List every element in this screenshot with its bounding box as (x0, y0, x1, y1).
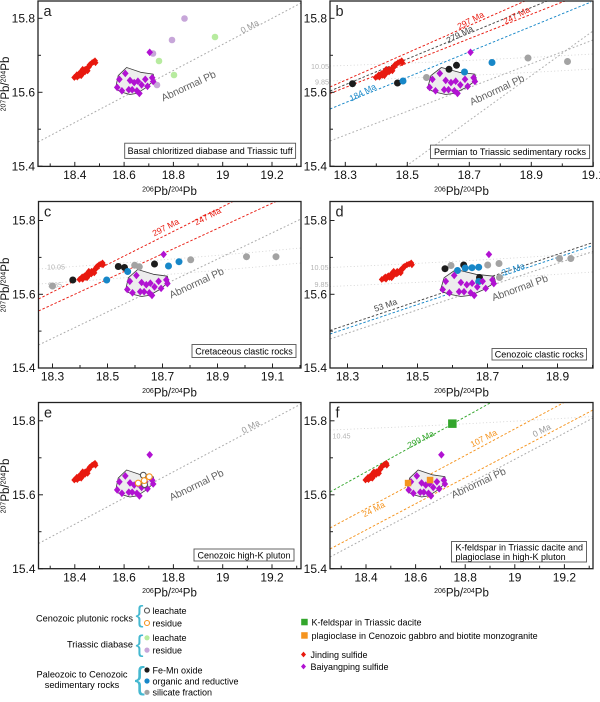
svg-text:15.8: 15.8 (304, 12, 328, 26)
svg-text:K-feldspar in Triassic dacite: K-feldspar in Triassic dacite (312, 618, 422, 628)
svg-text:18.3: 18.3 (336, 370, 360, 384)
svg-text:plagioclase in Cenozoic gabbro: plagioclase in Cenozoic gabbro and bioti… (312, 631, 538, 641)
svg-text:19: 19 (216, 570, 230, 584)
svg-text:18.6: 18.6 (112, 168, 136, 182)
svg-text:18.9: 18.9 (520, 168, 544, 182)
svg-text:18.3: 18.3 (41, 370, 65, 384)
svg-text:18.4: 18.4 (354, 570, 378, 584)
svg-text:15.4: 15.4 (304, 562, 328, 576)
svg-text:207Pb/204Pb: 207Pb/204Pb (0, 258, 12, 313)
svg-text:Cenozoic plutonic rocks: Cenozoic plutonic rocks (36, 613, 133, 623)
svg-text:206Pb/204Pb: 206Pb/204Pb (434, 587, 489, 599)
svg-text:e: e (44, 406, 52, 422)
svg-text:15.4: 15.4 (304, 361, 328, 375)
svg-text:15.6: 15.6 (12, 288, 36, 302)
svg-text:Cenozoic high-K pluton: Cenozoic high-K pluton (197, 550, 290, 560)
svg-text:Permian to Triassic sedimentar: Permian to Triassic sedimentary rocks (434, 147, 587, 157)
svg-text:15.8: 15.8 (12, 414, 36, 428)
svg-text:10.05: 10.05 (311, 263, 329, 272)
svg-text:15.8: 15.8 (12, 12, 36, 26)
svg-text:leachate: leachate (153, 633, 187, 643)
svg-text:plagioclase in high-K pluton: plagioclase in high-K pluton (456, 552, 566, 562)
svg-text:18.4: 18.4 (63, 168, 87, 182)
svg-text:15.8: 15.8 (304, 214, 328, 228)
svg-text:15.4: 15.4 (12, 562, 36, 576)
svg-text:organic and reductive: organic and reductive (153, 677, 239, 687)
svg-text:18.4: 18.4 (63, 570, 87, 584)
svg-text:15.6: 15.6 (304, 86, 328, 100)
svg-text:a: a (44, 4, 53, 20)
svg-text:Paleozoic to Cenozoic: Paleozoic to Cenozoic (37, 669, 128, 679)
svg-text:9.85: 9.85 (315, 77, 329, 86)
svg-text:206Pb/204Pb: 206Pb/204Pb (142, 587, 197, 599)
svg-text:206Pb/204Pb: 206Pb/204Pb (434, 388, 489, 400)
svg-text:206Pb/204Pb: 206Pb/204Pb (142, 388, 197, 400)
svg-text:{: { (136, 631, 144, 658)
svg-text:10.05: 10.05 (311, 62, 329, 71)
svg-text:15.4: 15.4 (12, 159, 36, 173)
svg-text:Cenozoic clastic rocks: Cenozoic clastic rocks (495, 350, 585, 360)
svg-text:Jinding sulfide: Jinding sulfide (311, 650, 368, 660)
svg-text:leachate: leachate (153, 606, 187, 616)
svg-text:residue: residue (153, 618, 183, 628)
svg-text:207Pb/204Pb: 207Pb/204Pb (0, 57, 12, 112)
svg-text:9.85: 9.85 (315, 280, 329, 289)
svg-text:18.8: 18.8 (162, 570, 186, 584)
svg-text:15.6: 15.6 (304, 488, 328, 502)
svg-text:{: { (136, 602, 144, 629)
svg-text:Fe-Mn oxide: Fe-Mn oxide (153, 666, 203, 676)
svg-text:18.7: 18.7 (151, 370, 175, 384)
svg-text:{: { (135, 660, 146, 696)
svg-text:18.7: 18.7 (458, 168, 482, 182)
svg-text:18.9: 18.9 (546, 370, 570, 384)
svg-text:Basal chloritized diabase and: Basal chloritized diabase and Triassic t… (128, 146, 293, 156)
svg-text:c: c (44, 205, 51, 221)
svg-text:Triassic diabase: Triassic diabase (67, 639, 133, 649)
svg-text:19.1: 19.1 (582, 168, 600, 182)
svg-text:18.3: 18.3 (334, 168, 358, 182)
svg-text:d: d (336, 205, 344, 221)
svg-text:18.8: 18.8 (162, 168, 186, 182)
svg-text:19.2: 19.2 (553, 570, 577, 584)
svg-text:18.6: 18.6 (404, 570, 428, 584)
svg-text:206Pb/204Pb: 206Pb/204Pb (142, 186, 197, 198)
svg-text:207Pb/204Pb: 207Pb/204Pb (0, 459, 12, 514)
svg-text:19: 19 (508, 570, 522, 584)
svg-text:10.45: 10.45 (333, 432, 351, 441)
svg-text:18.7: 18.7 (476, 370, 500, 384)
svg-text:18.9: 18.9 (206, 370, 230, 384)
svg-text:15.8: 15.8 (12, 214, 36, 228)
svg-text:18.5: 18.5 (396, 168, 420, 182)
svg-text:15.6: 15.6 (12, 488, 36, 502)
svg-text:15.4: 15.4 (12, 361, 36, 375)
svg-text:sedimentary rocks: sedimentary rocks (45, 680, 120, 690)
svg-text:19.2: 19.2 (260, 570, 284, 584)
svg-text:15.6: 15.6 (12, 86, 36, 100)
svg-text:b: b (336, 4, 344, 20)
svg-text:18.5: 18.5 (96, 370, 120, 384)
svg-text:18.8: 18.8 (454, 570, 478, 584)
svg-text:19: 19 (216, 168, 230, 182)
svg-text:19.2: 19.2 (260, 168, 284, 182)
svg-text:Baiyangping sulfide: Baiyangping sulfide (311, 662, 389, 672)
svg-text:19.1: 19.1 (261, 370, 285, 384)
svg-text:15.4: 15.4 (304, 159, 328, 173)
svg-text:residue: residue (153, 646, 183, 656)
svg-text:f: f (336, 406, 341, 422)
svg-text:Cretaceous clastic rocks: Cretaceous clastic rocks (195, 346, 293, 356)
svg-text:15.8: 15.8 (304, 414, 328, 428)
svg-text:K-feldspar in Triassic dacite: K-feldspar in Triassic dacite and (456, 543, 584, 553)
svg-text:10.05: 10.05 (47, 263, 65, 272)
svg-text:18.6: 18.6 (112, 570, 136, 584)
svg-text:15.6: 15.6 (304, 288, 328, 302)
svg-text:206Pb/204Pb: 206Pb/204Pb (434, 186, 489, 198)
svg-text:silicate fraction: silicate fraction (153, 688, 213, 697)
svg-text:18.5: 18.5 (406, 370, 430, 384)
